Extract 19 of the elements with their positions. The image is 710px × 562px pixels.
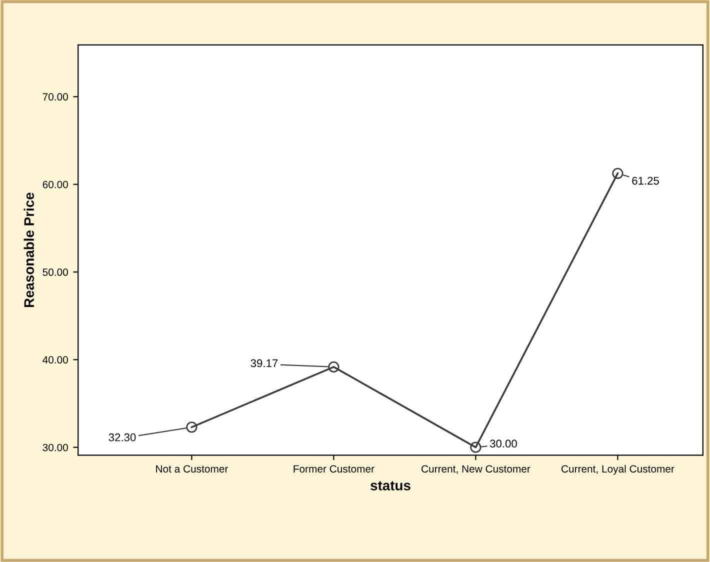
y-tick-label: 70.00 [42, 93, 68, 101]
x-axis-title: status [370, 481, 410, 490]
y-tick-label: 50.00 [42, 268, 68, 276]
y-axis-title: Reasonable Price [24, 192, 34, 308]
text: 39.17 [250, 359, 278, 368]
text: 30.00 [490, 440, 517, 448]
text: 32.30 [108, 433, 136, 442]
x-tick-label: Current, New Customer [422, 465, 530, 474]
point [470, 442, 482, 453]
x-tick-label: Not a Customer [156, 465, 228, 473]
x-tick-label: Current, Loyal Customer [562, 464, 674, 475]
y-tick-label: 60.00 [42, 180, 68, 188]
x-tick-label: Former Customer [294, 465, 374, 473]
y-tick-label: 40.00 [42, 356, 68, 364]
point [328, 361, 340, 372]
point [186, 422, 198, 433]
point [612, 168, 624, 179]
y-tick-label: 30.00 [42, 444, 68, 452]
text: 61.25 [632, 176, 659, 185]
